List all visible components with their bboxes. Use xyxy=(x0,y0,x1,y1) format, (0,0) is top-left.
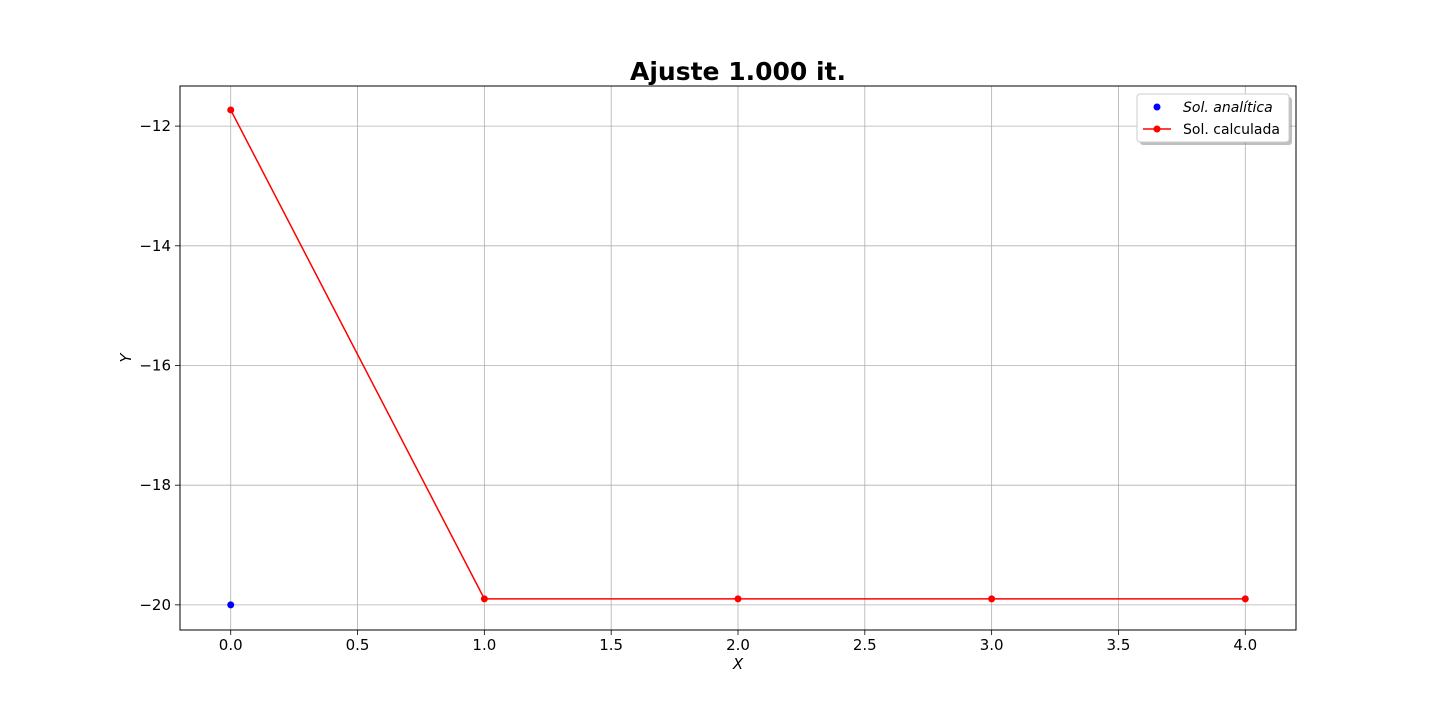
x-tick-label: 2.0 xyxy=(726,636,750,654)
x-tick-label: 3.0 xyxy=(980,636,1004,654)
legend: Sol. analítica Sol. calculada xyxy=(1136,93,1292,145)
data-point-series-1 xyxy=(480,595,488,603)
x-tick-label: 0.0 xyxy=(219,636,243,654)
y-tick-label: −14 xyxy=(139,237,171,255)
data-point-series-1 xyxy=(988,595,996,603)
legend-marker xyxy=(1153,125,1161,133)
legend-box xyxy=(1136,93,1290,143)
y-tick-label: −12 xyxy=(139,117,171,135)
x-tick-label: 2.5 xyxy=(853,636,877,654)
series-layer xyxy=(227,106,1249,609)
data-point-series-1 xyxy=(227,106,235,114)
x-tick-label: 4.0 xyxy=(1233,636,1257,654)
x-tick-label: 1.0 xyxy=(472,636,496,654)
x-axis-label: X xyxy=(732,655,744,673)
x-axis: 0.0 0.5 1.0 1.5 2.0 2.5 3.0 3.5 4.0 xyxy=(219,630,1257,654)
x-tick-label: 1.5 xyxy=(599,636,623,654)
legend-label: Sol. calculada xyxy=(1183,122,1280,138)
chart-title: Ajuste 1.000 it. xyxy=(630,57,846,86)
y-tick-label: −20 xyxy=(139,596,171,614)
legend-label: Sol. analítica xyxy=(1183,100,1273,116)
y-axis: −12 −14 −16 −18 −20 xyxy=(139,117,180,614)
y-axis-label: Y xyxy=(117,352,135,363)
y-tick-label: −18 xyxy=(139,476,171,494)
y-tick-label: −16 xyxy=(139,356,171,374)
data-point-series-1 xyxy=(734,595,742,603)
x-tick-label: 3.5 xyxy=(1107,636,1131,654)
grid xyxy=(180,86,1296,630)
x-tick-label: 0.5 xyxy=(346,636,370,654)
data-point-series-1 xyxy=(1241,595,1249,603)
legend-marker xyxy=(1153,103,1161,111)
data-point-series-0 xyxy=(227,601,235,609)
